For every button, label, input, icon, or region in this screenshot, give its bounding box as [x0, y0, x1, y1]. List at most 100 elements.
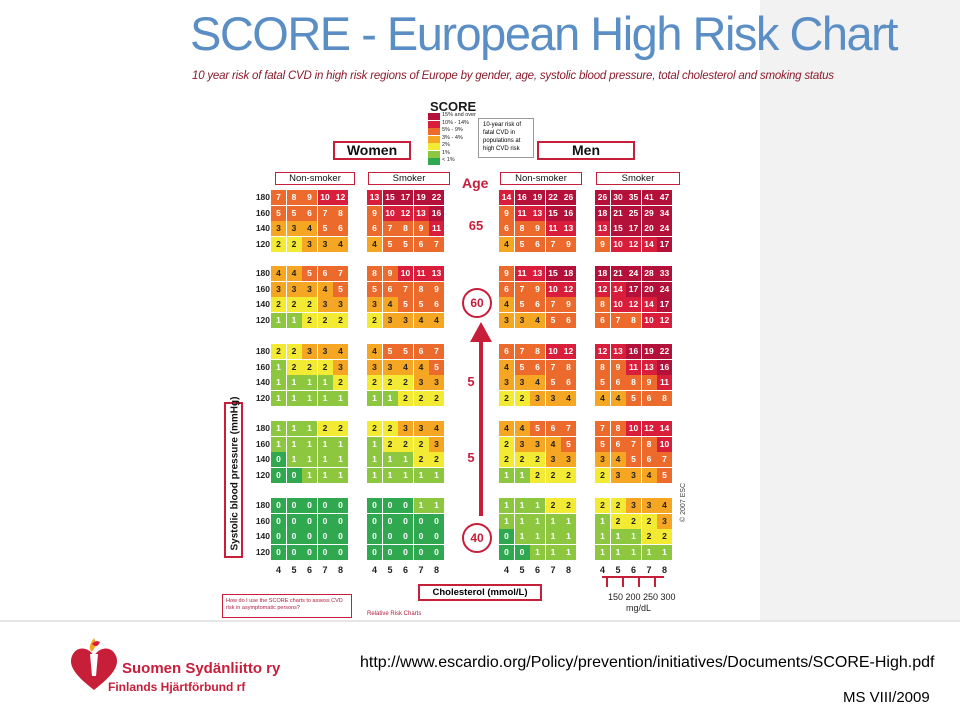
risk-cell: 1 [271, 390, 286, 406]
risk-cell: 1 [317, 452, 333, 467]
risk-cell: 4 [398, 359, 413, 375]
risk-cell: 14 [641, 236, 657, 252]
risk-cell: 6 [302, 205, 317, 221]
risk-cell: 10 [626, 421, 641, 436]
risk-cell: 0 [302, 513, 317, 529]
bp-tick-label: 140 [255, 299, 270, 309]
risk-cell: 3 [561, 452, 576, 467]
risk-cell: 0 [382, 529, 398, 544]
risk-cell: 0 [333, 513, 348, 529]
risk-cell: 5 [333, 281, 348, 297]
source-url[interactable]: http://www.escardio.org/Policy/preventio… [360, 654, 935, 671]
risk-cell: 3 [271, 221, 286, 236]
risk-cell: 5 [657, 467, 672, 483]
risk-cell: 0 [271, 529, 286, 544]
risk-cell: 0 [302, 544, 317, 560]
risk-cell: 1 [333, 436, 348, 452]
cholesterol-tick-label: 6 [630, 565, 636, 575]
risk-cell: 1 [271, 312, 286, 328]
risk-cell: 2 [271, 344, 286, 359]
risk-cell: 3 [641, 498, 657, 513]
bp-tick-label: 160 [255, 207, 270, 218]
risk-cell: 18 [595, 205, 610, 221]
risk-cell: 13 [530, 266, 545, 281]
cholesterol-tick-label: 4 [371, 565, 377, 575]
risk-cell: 7 [271, 190, 286, 205]
risk-cell: 2 [610, 513, 626, 529]
risk-cell: 34 [657, 205, 672, 221]
risk-cell: 5 [429, 359, 444, 375]
risk-cell: 3 [545, 390, 561, 406]
risk-cell: 0 [367, 544, 382, 560]
risk-cell: 10 [545, 344, 561, 359]
risk-cell: 16 [561, 205, 576, 221]
bp-tick-label: 140 [255, 377, 270, 387]
risk-cell: 2 [317, 312, 333, 328]
risk-cell: 1 [333, 452, 348, 467]
risk-cell: 3 [302, 236, 317, 252]
risk-cell: 17 [657, 297, 672, 312]
men-header: Men [537, 141, 635, 160]
risk-cell: 30 [610, 190, 626, 205]
heart-torch-logo-icon [70, 638, 118, 690]
risk-cell: 3 [302, 281, 317, 297]
risk-cell: 33 [657, 266, 672, 281]
how-to-use-box: How do I use the SCORE charts to assess … [222, 594, 352, 618]
risk-cell: 11 [413, 266, 429, 281]
risk-cell: 2 [398, 390, 413, 406]
risk-cell: 1 [333, 390, 348, 406]
risk-cell: 4 [333, 344, 348, 359]
risk-cell: 7 [317, 205, 333, 221]
risk-cell: 0 [429, 529, 444, 544]
ylabel-box: Systolic blood pressure (mmHg) [224, 397, 243, 558]
risk-cell: 6 [610, 436, 626, 452]
risk-cell: 8 [367, 266, 382, 281]
risk-cell: 2 [530, 467, 545, 483]
cholesterol-tick-label: 8 [337, 565, 343, 575]
risk-cell: 8 [641, 436, 657, 452]
risk-cell: 5 [530, 421, 545, 436]
legend-note-line: populations at [483, 138, 521, 144]
risk-cell: 0 [317, 498, 333, 513]
risk-cell: 1 [561, 544, 576, 560]
risk-cell: 9 [413, 221, 429, 236]
risk-cell: 2 [333, 375, 348, 390]
risk-cell: 5 [514, 297, 530, 312]
risk-cell: 1 [398, 452, 413, 467]
risk-cell: 2 [429, 452, 444, 467]
risk-cell: 5 [626, 390, 641, 406]
cholesterol-tick-label: 6 [534, 565, 540, 575]
risk-cell: 22 [657, 344, 672, 359]
risk-cell: 7 [398, 281, 413, 297]
risk-cell: 1 [302, 467, 317, 483]
risk-cell: 6 [545, 421, 561, 436]
risk-cell: 5 [595, 436, 610, 452]
risk-cell: 0 [367, 529, 382, 544]
risk-cell: 6 [413, 344, 429, 359]
risk-cell: 10 [610, 236, 626, 252]
risk-cell: 7 [595, 421, 610, 436]
risk-cell: 11 [514, 266, 530, 281]
risk-cell: 7 [545, 359, 561, 375]
risk-cell: 1 [641, 544, 657, 560]
risk-cell: 2 [657, 529, 672, 544]
legend-swatch [428, 128, 440, 135]
risk-cell: 2 [595, 498, 610, 513]
risk-cell: 4 [302, 221, 317, 236]
risk-cell: 1 [610, 544, 626, 560]
risk-cell: 2 [545, 498, 561, 513]
risk-cell: 0 [286, 467, 302, 483]
risk-cell: 41 [641, 190, 657, 205]
risk-cell: 0 [317, 529, 333, 544]
legend-swatch [428, 150, 440, 158]
risk-cell: 2 [561, 498, 576, 513]
age-label-50: 5 [467, 450, 475, 465]
score-logo: SCORE [430, 99, 477, 114]
risk-cell: 8 [626, 375, 641, 390]
legend-swatch [428, 135, 440, 143]
risk-cell: 6 [333, 221, 348, 236]
age-header: Age [462, 175, 489, 191]
chart-subtitle: 10 year risk of fatal CVD in high risk r… [192, 70, 834, 82]
risk-cell: 3 [317, 344, 333, 359]
risk-cell: 0 [514, 544, 530, 560]
